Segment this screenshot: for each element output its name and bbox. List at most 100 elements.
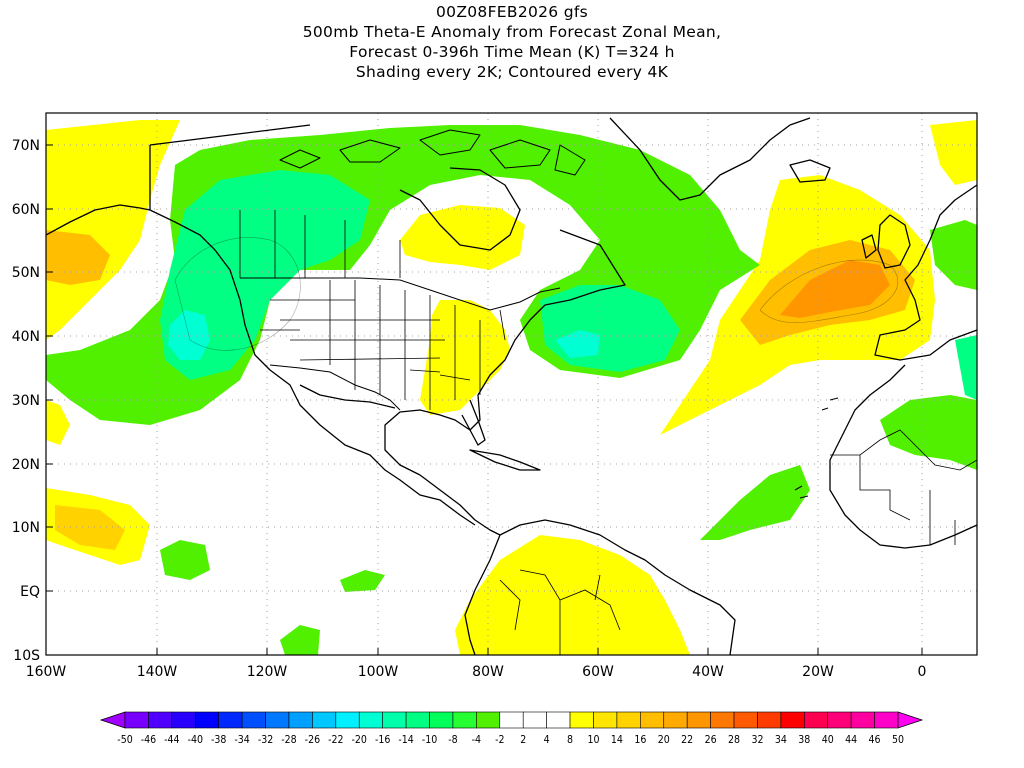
- colorbar-label: -10: [422, 734, 437, 746]
- lon-label-20w: 20W: [802, 664, 834, 680]
- anomaly-shading: [46, 120, 977, 655]
- latitude-axis: 70N 60N 50N 40N 30N 20N 10N EQ 10S: [12, 138, 40, 664]
- alaska-coast: [46, 204, 151, 236]
- colorbar-swatch: [804, 711, 829, 729]
- positive-anomaly-region-nw-pacific: [46, 120, 180, 340]
- colorbar-swatch: [757, 711, 782, 729]
- colorbar-swatch: [850, 711, 875, 729]
- positive-anomaly-region-west-pacific-small: [46, 400, 70, 445]
- colorbar-label: -16: [375, 734, 390, 746]
- iceland: [789, 159, 831, 183]
- colorbar-label: 22: [681, 734, 693, 746]
- colorbar-swatch: [171, 711, 196, 729]
- arctic-islands: [279, 129, 586, 176]
- colorbar-label: 2: [520, 734, 526, 746]
- political-boundaries: [239, 210, 977, 655]
- lat-label-eq: EQ: [20, 584, 40, 600]
- colorbar-swatch: [499, 711, 524, 729]
- lon-label-40w: 40W: [692, 664, 724, 680]
- us-canada-border: [240, 277, 561, 311]
- colorbar-swatch: [405, 711, 430, 729]
- negative-anomaly-region-south-pacific: [280, 625, 320, 655]
- ireland: [861, 234, 877, 259]
- europe-coast: [874, 184, 977, 361]
- colorbar-label: 28: [728, 734, 740, 746]
- colorbar-label: -22: [328, 734, 343, 746]
- colorbar-label: 26: [705, 734, 717, 746]
- colorbar-label: -26: [305, 734, 320, 746]
- lon-label-120w: 120W: [247, 664, 288, 680]
- greenland-coast: [609, 117, 811, 201]
- negative-anomaly-region-tropical-pacific: [160, 540, 210, 580]
- colorbar-label: -20: [352, 734, 367, 746]
- colorbar-swatch: [218, 711, 243, 729]
- colorbar-swatch: [686, 711, 711, 729]
- colorbar-swatch: [640, 711, 665, 729]
- negative-strong-core-atlantic: [555, 330, 600, 358]
- colorbar-arrow-left: [99, 711, 126, 729]
- map-title: 00Z08FEB2026 gfs 500mb Theta-E Anomaly f…: [0, 2, 1024, 82]
- colorbar-swatch: [827, 711, 852, 729]
- graticule: [46, 113, 977, 655]
- colorbar-label: 44: [845, 734, 857, 746]
- negative-anomaly-region-europe-east: [930, 220, 977, 290]
- lon-label-100w: 100W: [358, 664, 399, 680]
- lat-label-10n: 10N: [12, 520, 40, 536]
- title-line-4: Shading every 2K; Contoured every 4K: [355, 63, 669, 81]
- africa-west-coast: [829, 364, 977, 549]
- british-isles: [877, 214, 911, 269]
- colorbar-swatch: [358, 711, 383, 729]
- colorbar-label: 32: [751, 734, 763, 746]
- colorbar-swatch: [546, 711, 571, 729]
- colorbar-label: 10: [587, 734, 599, 746]
- atlantic-islands: [794, 397, 839, 499]
- negative-mid-region-pacific: [160, 170, 370, 380]
- cuba: [469, 449, 541, 471]
- negative-strong-core-pacific: [168, 310, 210, 360]
- colorbar-swatch: [148, 711, 173, 729]
- positive-strong-region-pacific: [46, 230, 110, 285]
- colorbar-label: -40: [188, 734, 203, 746]
- colorbar-label: 38: [798, 734, 810, 746]
- negative-mid-region-africa: [955, 335, 977, 400]
- lat-label-60n: 60N: [12, 202, 40, 218]
- positive-strong-core-atlantic: [780, 260, 890, 318]
- colorbar-label: 16: [634, 734, 646, 746]
- colorbar-swatch: [616, 711, 641, 729]
- longitude-axis: 160W 140W 120W 100W 80W 60W 40W 20W 0: [26, 664, 927, 680]
- colorbar-swatch: [710, 711, 735, 729]
- us-mexico-border: [269, 364, 401, 411]
- colorbar-swatch: [663, 711, 688, 729]
- colorbar-swatch: [288, 711, 313, 729]
- positive-anomaly-region-greenland-east: [930, 120, 977, 185]
- lon-label-0: 0: [918, 664, 927, 680]
- colorbar-swatch: [194, 711, 219, 729]
- negative-anomaly-region-north-africa: [880, 395, 977, 470]
- contour-lines: [174, 237, 899, 351]
- colorbar-label: 4: [544, 734, 550, 746]
- lat-label-70n: 70N: [12, 138, 40, 154]
- colorbar-label: -4: [472, 734, 481, 746]
- positive-anomaly-region-se-us: [420, 300, 510, 415]
- colorbar-label: -28: [281, 734, 296, 746]
- coastlines: [46, 117, 977, 655]
- colorbar: -50 -46 -44 -40 -38 -34 -32 -28 -26 -22 -20 -16 -14-…: [99, 711, 924, 746]
- colorbar-swatch: [241, 711, 266, 729]
- colorbar-swatch: [569, 711, 594, 729]
- title-line-1: 00Z08FEB2026 gfs: [436, 3, 588, 21]
- hudson-bay-coast: [399, 167, 521, 251]
- florida-peninsula: [461, 399, 486, 446]
- lon-label-60w: 60W: [582, 664, 614, 680]
- colorbar-label: 50: [892, 734, 904, 746]
- colorbar-label: -38: [211, 734, 226, 746]
- colorbar-swatch: [312, 711, 337, 729]
- lat-label-50n: 50N: [12, 265, 40, 281]
- south-america-west-coast: [464, 534, 501, 655]
- lat-label-30n: 30N: [12, 393, 40, 409]
- colorbar-label: -34: [234, 734, 249, 746]
- title-line-3: Forecast 0-396h Time Mean (K) T=324 h: [349, 43, 675, 61]
- north-america-east-coast: [384, 229, 626, 476]
- colorbar-swatch: [593, 711, 618, 729]
- positive-anomaly-region-canada: [400, 205, 525, 270]
